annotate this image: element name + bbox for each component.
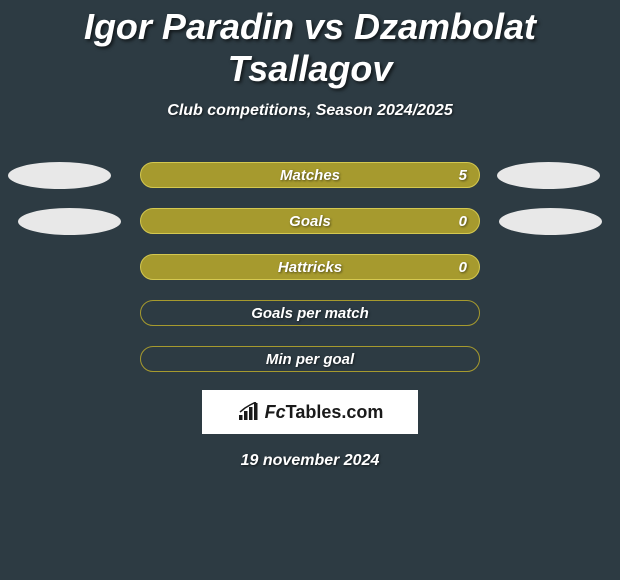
page-subtitle: Club competitions, Season 2024/2025 (0, 102, 620, 120)
stat-label: Goals (289, 213, 331, 230)
chart-icon (237, 402, 261, 422)
stats-container: Matches 5 Goals 0 Hattricks 0 Goals per … (0, 162, 620, 372)
stat-row: Goals per match (0, 300, 620, 326)
page-title: Igor Paradin vs Dzambolat Tsallagov (0, 0, 620, 90)
stat-bar-hattricks: Hattricks 0 (140, 254, 480, 280)
stat-value: 5 (459, 167, 467, 184)
player-right-marker (499, 208, 602, 235)
stat-label: Min per goal (266, 351, 354, 368)
stat-value: 0 (459, 213, 467, 230)
stat-bar-min-per-goal: Min per goal (140, 346, 480, 372)
date-label: 19 november 2024 (0, 452, 620, 470)
fctables-logo[interactable]: FcTables.com (202, 390, 418, 434)
stat-label: Hattricks (278, 259, 342, 276)
player-left-marker (18, 208, 121, 235)
player-right-marker (497, 162, 600, 189)
stat-label: Matches (280, 167, 340, 184)
stat-row: Matches 5 (0, 162, 620, 188)
stat-row: Hattricks 0 (0, 254, 620, 280)
player-left-marker (8, 162, 111, 189)
stat-label: Goals per match (251, 305, 369, 322)
stat-row: Min per goal (0, 346, 620, 372)
logo-text: FcTables.com (265, 402, 384, 423)
stat-bar-goals-per-match: Goals per match (140, 300, 480, 326)
stat-bar-matches: Matches 5 (140, 162, 480, 188)
stat-value: 0 (459, 259, 467, 276)
stat-row: Goals 0 (0, 208, 620, 234)
stat-bar-goals: Goals 0 (140, 208, 480, 234)
